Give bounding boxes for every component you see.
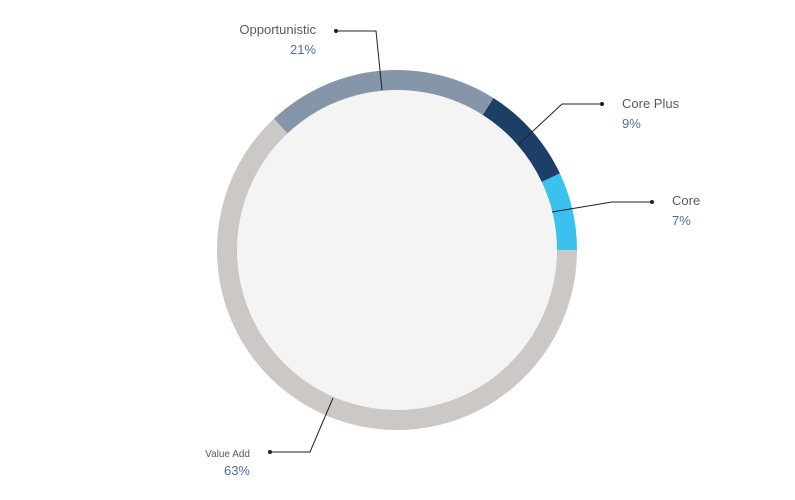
donut-segment <box>541 173 577 250</box>
leader-line <box>517 103 602 146</box>
donut-segment <box>482 98 560 182</box>
leader-dot <box>600 102 604 106</box>
leader-dot <box>268 450 272 454</box>
leader-line <box>551 201 652 213</box>
leader-dot <box>334 29 338 33</box>
leader-dot <box>650 200 654 204</box>
segment-value-label: 7% <box>672 213 691 228</box>
segment-value-label: 63% <box>224 463 250 478</box>
segment-label: Opportunistic <box>239 22 316 37</box>
donut-segment <box>273 69 494 134</box>
segment-value-label: 21% <box>290 42 316 57</box>
leader-line <box>336 30 383 91</box>
segment-value-label: 9% <box>622 116 641 131</box>
segment-label: Core Plus <box>622 96 680 111</box>
segment-label: Value Add <box>205 449 250 460</box>
donut-center <box>236 89 558 411</box>
donut-segment <box>217 118 578 430</box>
leader-line <box>270 397 334 453</box>
segment-label: Core <box>672 193 700 208</box>
